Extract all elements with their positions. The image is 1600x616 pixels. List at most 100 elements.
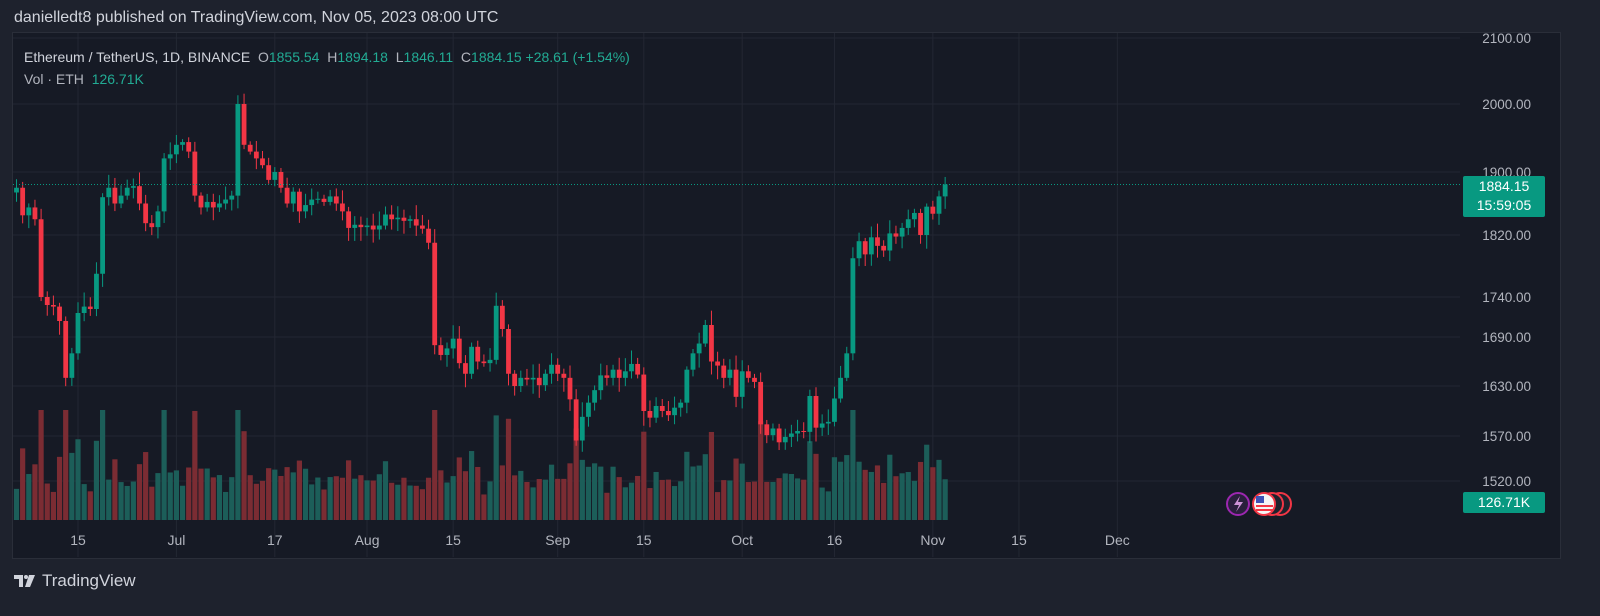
- time-tick-label: Nov: [920, 532, 945, 548]
- tradingview-brand[interactable]: TradingView: [14, 571, 136, 591]
- lightning-bolt-icon: [1234, 496, 1243, 512]
- candle-body: [100, 197, 105, 274]
- candle-body: [567, 377, 573, 400]
- volume-bar: [776, 478, 782, 520]
- candle-body: [481, 361, 487, 364]
- volume-label[interactable]: Vol · ETH: [24, 71, 84, 87]
- candle-body: [456, 338, 462, 364]
- volume-bar: [610, 466, 616, 520]
- candle-body: [924, 206, 930, 235]
- time-tick-label: Sep: [545, 532, 570, 548]
- candle-body: [666, 411, 671, 416]
- candle-body: [161, 158, 167, 212]
- volume-bar: [210, 477, 216, 520]
- volume-bar: [130, 481, 136, 520]
- volume-bar: [555, 478, 561, 520]
- volume-bar: [936, 459, 942, 520]
- candle-body: [253, 151, 259, 159]
- price-tick-label: 2100.00: [1482, 31, 1531, 46]
- volume-bar: [419, 489, 425, 520]
- candle-body: [69, 353, 75, 378]
- candle-body: [543, 373, 548, 386]
- volume-bar: [874, 465, 881, 520]
- volume-bar: [819, 487, 825, 520]
- volume-bar: [235, 410, 241, 520]
- candle-body: [370, 225, 376, 230]
- volume-bar: [333, 476, 339, 520]
- volume-row: Vol · ETH 126.71K: [24, 68, 630, 90]
- volume-bar: [63, 410, 69, 520]
- volume-bar: [739, 463, 745, 520]
- candle-body: [672, 407, 677, 416]
- high-value: 1894.18: [337, 49, 388, 65]
- volume-bar: [413, 485, 419, 520]
- volume-bar: [284, 467, 290, 520]
- price-tick-label: 1570.00: [1482, 429, 1531, 444]
- volume-bar: [665, 479, 671, 520]
- volume-bar: [708, 431, 715, 520]
- volume-bar: [346, 460, 352, 520]
- candle-body: [149, 223, 155, 228]
- candle-body: [57, 306, 62, 321]
- candle-body: [321, 198, 327, 202]
- volume-bar: [942, 479, 948, 520]
- candle-body: [733, 369, 739, 397]
- candle-body: [235, 104, 241, 196]
- symbol-name[interactable]: Ethereum / TetherUS, 1D, BINANCE: [24, 49, 251, 65]
- candle-body: [278, 172, 284, 188]
- volume-bar: [659, 479, 665, 520]
- candle-body: [124, 187, 130, 196]
- candle-body: [770, 428, 776, 436]
- volume-bar: [32, 464, 38, 520]
- candle-body: [893, 233, 899, 237]
- volume-bar: [598, 466, 604, 520]
- open-value: 1855.54: [268, 49, 320, 65]
- candle-body: [629, 363, 634, 372]
- price-candles: [14, 93, 948, 452]
- volume-bar: [155, 473, 161, 520]
- candle-body: [789, 433, 794, 437]
- candle-body: [426, 228, 431, 243]
- volume-bar: [462, 471, 469, 520]
- last-price-tag: 1884.15 15:59:05: [1463, 176, 1545, 217]
- candle-body: [340, 203, 345, 212]
- candle-body: [32, 207, 38, 220]
- volume-bar: [432, 410, 438, 520]
- candle-body: [309, 199, 315, 206]
- candle-body: [825, 421, 831, 424]
- candle-body: [561, 373, 567, 378]
- volume-bar: [302, 468, 309, 520]
- candle-body: [20, 187, 26, 216]
- candle-body: [192, 151, 198, 196]
- candle-body: [739, 371, 745, 397]
- volume-bar: [794, 478, 801, 520]
- candle-body: [14, 187, 19, 193]
- candle-body: [899, 227, 905, 237]
- volume-bar: [542, 479, 548, 520]
- candle-body: [333, 196, 339, 204]
- candle-body: [715, 361, 720, 366]
- volume-bar: [696, 465, 702, 520]
- volume-bars: [13, 410, 948, 520]
- event-icons: [1226, 492, 1292, 516]
- candle-body: [229, 195, 235, 200]
- volume-bar: [370, 480, 376, 520]
- volume-bar: [272, 469, 278, 520]
- volume-bar: [229, 477, 235, 520]
- candle-body: [579, 416, 585, 441]
- volume-bar: [290, 472, 296, 520]
- time-tick-label: 17: [267, 532, 283, 548]
- candle-body: [610, 369, 616, 378]
- time-tick-label: 15: [70, 532, 86, 548]
- volume-bar: [247, 475, 253, 520]
- candle-body: [653, 406, 659, 418]
- candle-body: [94, 273, 99, 309]
- volume-bar: [143, 452, 149, 520]
- change-value: +28.61 (+1.54%): [525, 49, 630, 65]
- candle-body: [782, 436, 788, 443]
- candle-body: [745, 371, 751, 378]
- candle-body: [204, 201, 210, 208]
- candle-body: [807, 396, 813, 432]
- volume-bar: [641, 431, 647, 520]
